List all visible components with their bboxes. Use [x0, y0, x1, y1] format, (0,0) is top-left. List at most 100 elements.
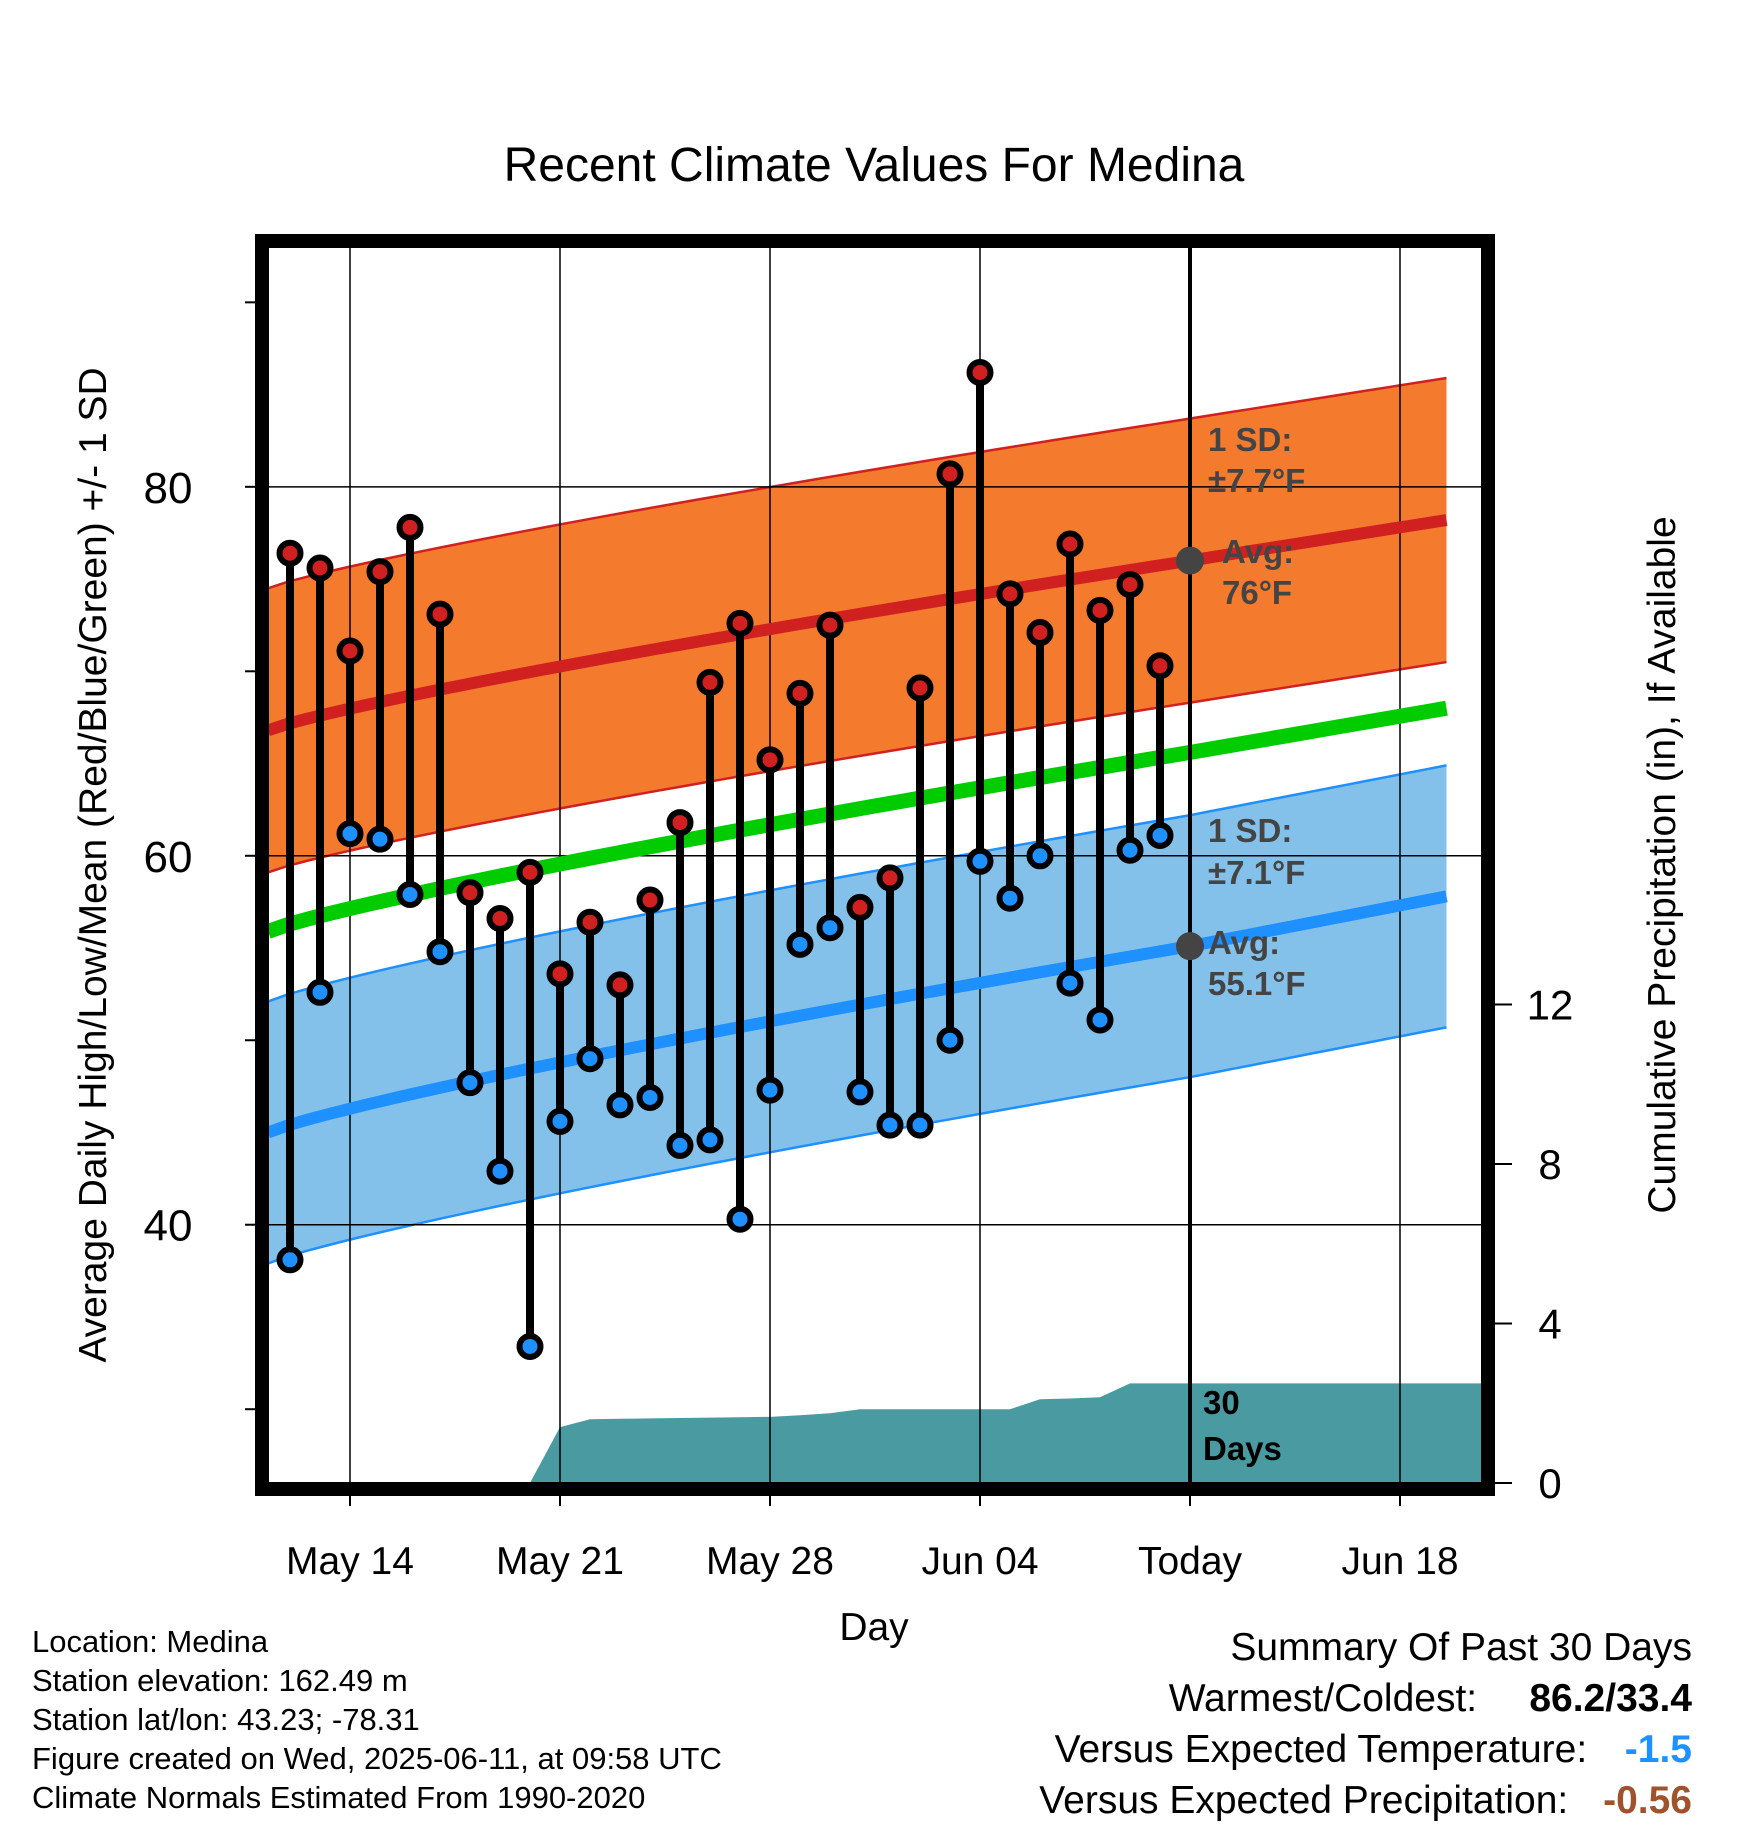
daily-high-point — [336, 637, 364, 665]
daily-high-point — [966, 358, 994, 386]
daily-high-point — [456, 879, 484, 907]
window-label-days: Days — [1203, 1430, 1282, 1467]
warmest-value: 86.2/33.4 — [1529, 1677, 1692, 1720]
summary-panel: Summary Of Past 30 Days Warmest/Coldest:… — [1039, 1622, 1692, 1826]
daily-high-point — [606, 971, 634, 999]
y-tick-label: 60 — [144, 833, 193, 882]
low-sd-label: 1 SD: — [1208, 812, 1292, 849]
daily-low-point — [426, 938, 454, 966]
low-avg-label: Avg: — [1208, 924, 1280, 961]
y-tick-label: 40 — [144, 1202, 193, 1251]
daily-high-point — [1146, 652, 1174, 680]
daily-low-point — [1056, 969, 1084, 997]
plot-area: 1 SD: ±7.7°F Avg: 76°F 1 SD: ±7.1°F Avg: 55.1°F… — [144, 234, 1573, 1583]
daily-low-point — [546, 1107, 574, 1135]
latlon-text: Station lat/lon: 43.23; -78.31 — [32, 1702, 420, 1737]
daily-high-point — [576, 908, 604, 936]
daily-low-point — [906, 1111, 934, 1139]
x-tick-label: May 28 — [706, 1540, 834, 1583]
station-info: Location: Medina Station elevation: 162.… — [32, 1622, 722, 1817]
daily-high-point — [696, 668, 724, 696]
daily-low-point — [396, 881, 424, 909]
summary-temp-row: Versus Expected Temperature: -1.5 — [1039, 1724, 1692, 1775]
low-band-lower-edge — [268, 1026, 1447, 1265]
daily-high-point — [1086, 596, 1114, 624]
x-tick-label: Today — [1138, 1540, 1243, 1583]
daily-high-point — [756, 746, 784, 774]
summary-warmest-row: Warmest/Coldest: 86.2/33.4 — [1039, 1673, 1692, 1724]
daily-low-point — [606, 1091, 634, 1119]
daily-low-point — [486, 1157, 514, 1185]
daily-low-point — [636, 1083, 664, 1111]
daily-high-point — [486, 904, 514, 932]
daily-low-point — [816, 914, 844, 942]
elevation-text: Station elevation: 162.49 m — [32, 1663, 408, 1698]
location-text: Location: Medina — [32, 1624, 269, 1659]
daily-high-point — [996, 580, 1024, 608]
daily-high-point — [426, 600, 454, 628]
high-sd-band — [268, 377, 1447, 873]
today-normal-high-marker — [1176, 546, 1204, 575]
daily-high-point — [636, 886, 664, 914]
daily-low-point — [366, 825, 394, 853]
x-axis-label: Day — [839, 1606, 909, 1649]
daily-low-point — [666, 1131, 694, 1159]
x-tick-label: Jun 04 — [921, 1540, 1038, 1583]
daily-low-point — [1026, 842, 1054, 870]
window-label-number: 30 — [1203, 1384, 1240, 1421]
precip-area — [290, 1383, 1482, 1483]
daily-high-point — [786, 679, 814, 707]
today-normal-low-marker — [1176, 932, 1204, 961]
daily-high-point — [396, 513, 424, 541]
daily-high-point — [666, 809, 694, 837]
y-tick-label: 80 — [144, 464, 193, 513]
chart-title: Recent Climate Values For Medina — [504, 139, 1245, 192]
daily-low-point — [576, 1045, 604, 1073]
normals-text: Climate Normals Estimated From 1990-2020 — [32, 1780, 646, 1815]
summary-title: Summary Of Past 30 Days — [1230, 1626, 1692, 1669]
daily-low-point — [876, 1111, 904, 1139]
daily-high-point — [306, 554, 334, 582]
daily-low-point — [516, 1332, 544, 1360]
daily-low-point — [786, 930, 814, 958]
high-band-upper-edge — [268, 376, 1447, 590]
daily-low-point — [996, 884, 1024, 912]
y2-axis-label: Cumulative Precipitation (in), If Availa… — [1641, 516, 1684, 1213]
daily-high-point — [366, 558, 394, 586]
daily-high-point — [936, 460, 964, 488]
daily-low-point — [726, 1205, 754, 1233]
precip-anomaly-value: -0.56 — [1603, 1779, 1692, 1822]
y2-tick-label: 8 — [1538, 1141, 1561, 1188]
high-avg-value: 76°F — [1222, 574, 1292, 611]
daily-high-point — [1026, 619, 1054, 647]
daily-high-point — [1116, 571, 1144, 599]
plot-frame — [255, 234, 1495, 1496]
temp-anomaly-label: Versus Expected Temperature: — [1054, 1728, 1588, 1771]
daily-high-point — [516, 858, 544, 886]
y-axis-label: Average Daily High/Low/Mean (Red/Blue/Gr… — [72, 367, 115, 1362]
daily-high-point — [546, 960, 574, 988]
low-avg-value: 55.1°F — [1208, 965, 1306, 1002]
daily-low-point — [936, 1026, 964, 1054]
low-sd-value: ±7.1°F — [1208, 854, 1305, 891]
daily-low-point — [696, 1126, 724, 1154]
high-avg-label: Avg: — [1222, 533, 1294, 570]
daily-high-point — [816, 611, 844, 639]
daily-low-point — [336, 820, 364, 848]
low-band-upper-edge — [268, 764, 1447, 1003]
daily-low-point — [966, 847, 994, 875]
daily-high-point — [906, 674, 934, 702]
high-band-lower-edge — [268, 660, 1447, 874]
precip-anomaly-label: Versus Expected Precipitation: — [1039, 1779, 1569, 1822]
high-sd-label: 1 SD: — [1208, 421, 1292, 458]
y2-tick-label: 0 — [1538, 1460, 1561, 1507]
daily-low-point — [276, 1246, 304, 1274]
daily-low-point — [1116, 836, 1144, 864]
daily-low-point — [846, 1078, 874, 1106]
temp-anomaly-value: -1.5 — [1624, 1728, 1692, 1771]
y2-tick-label: 4 — [1538, 1301, 1561, 1348]
daily-high-point — [876, 864, 904, 892]
summary-precip-row: Versus Expected Precipitation: -0.56 — [1039, 1775, 1692, 1826]
daily-high-point — [726, 609, 754, 637]
